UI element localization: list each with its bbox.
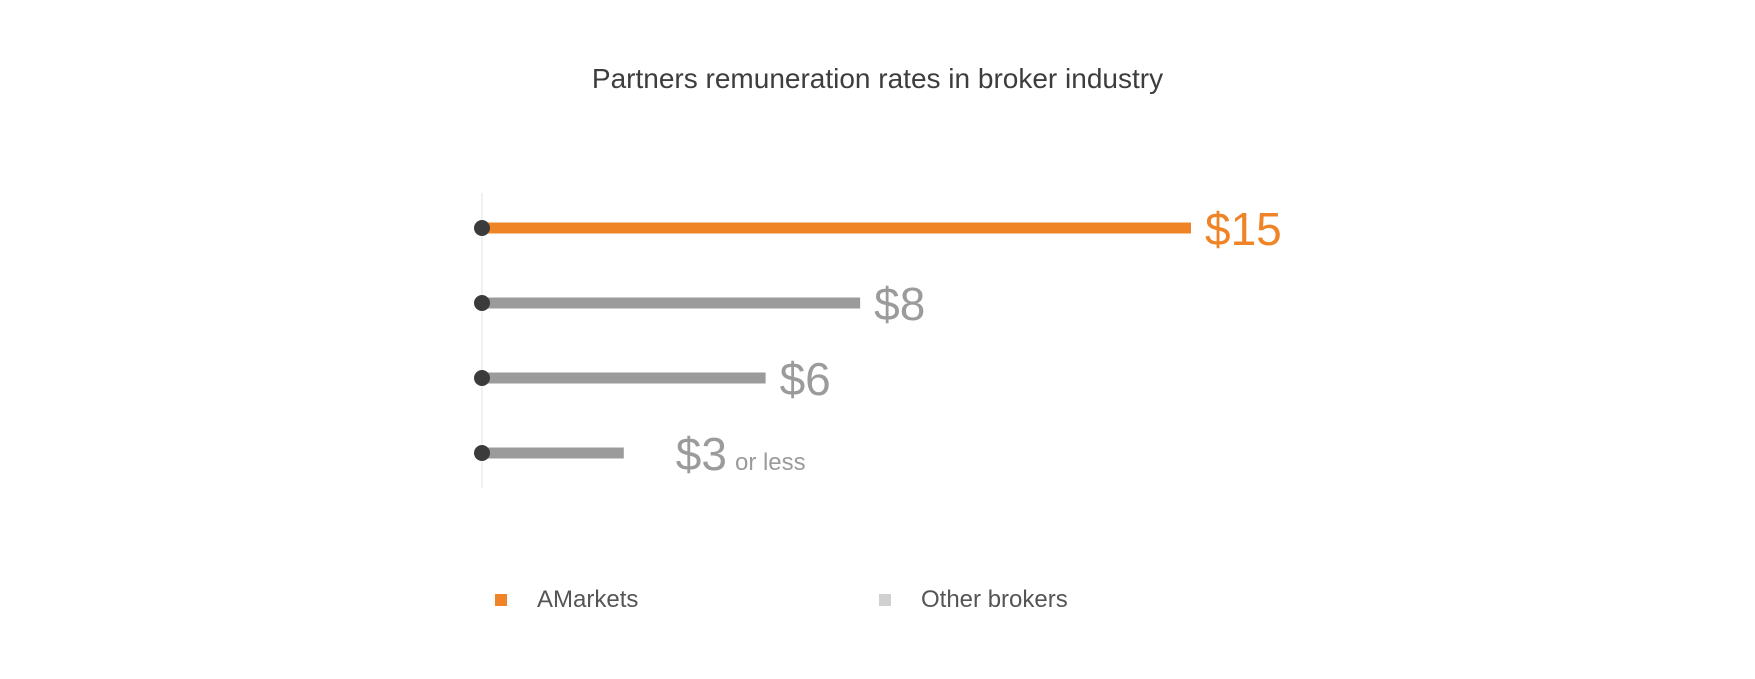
bar-start-dot-2 <box>474 370 490 386</box>
legend-item-amarkets: AMarkets <box>495 580 638 620</box>
bars-group: $15 $8 $6 $3 or less <box>474 203 1282 480</box>
value-label-suffix-3: or less <box>735 449 806 476</box>
value-label-3: $3 <box>676 428 727 480</box>
value-label-0: $15 <box>1205 203 1282 255</box>
legend-label-other-brokers: Other brokers <box>921 586 1068 613</box>
legend: AMarkets Other brokers <box>0 580 1755 620</box>
bar-start-dot-1 <box>474 295 490 311</box>
bar-start-dot-0 <box>474 220 490 236</box>
legend-swatch-other-brokers <box>879 594 891 606</box>
legend-label-amarkets: AMarkets <box>537 586 639 613</box>
legend-swatch-amarkets <box>495 594 507 606</box>
bar-start-dot-3 <box>474 445 490 461</box>
chart-title: Partners remuneration rates in broker in… <box>591 63 1164 94</box>
legend-item-other-brokers: Other brokers <box>879 580 1068 620</box>
value-label-2: $6 <box>780 353 831 405</box>
value-label-1: $8 <box>874 278 925 330</box>
